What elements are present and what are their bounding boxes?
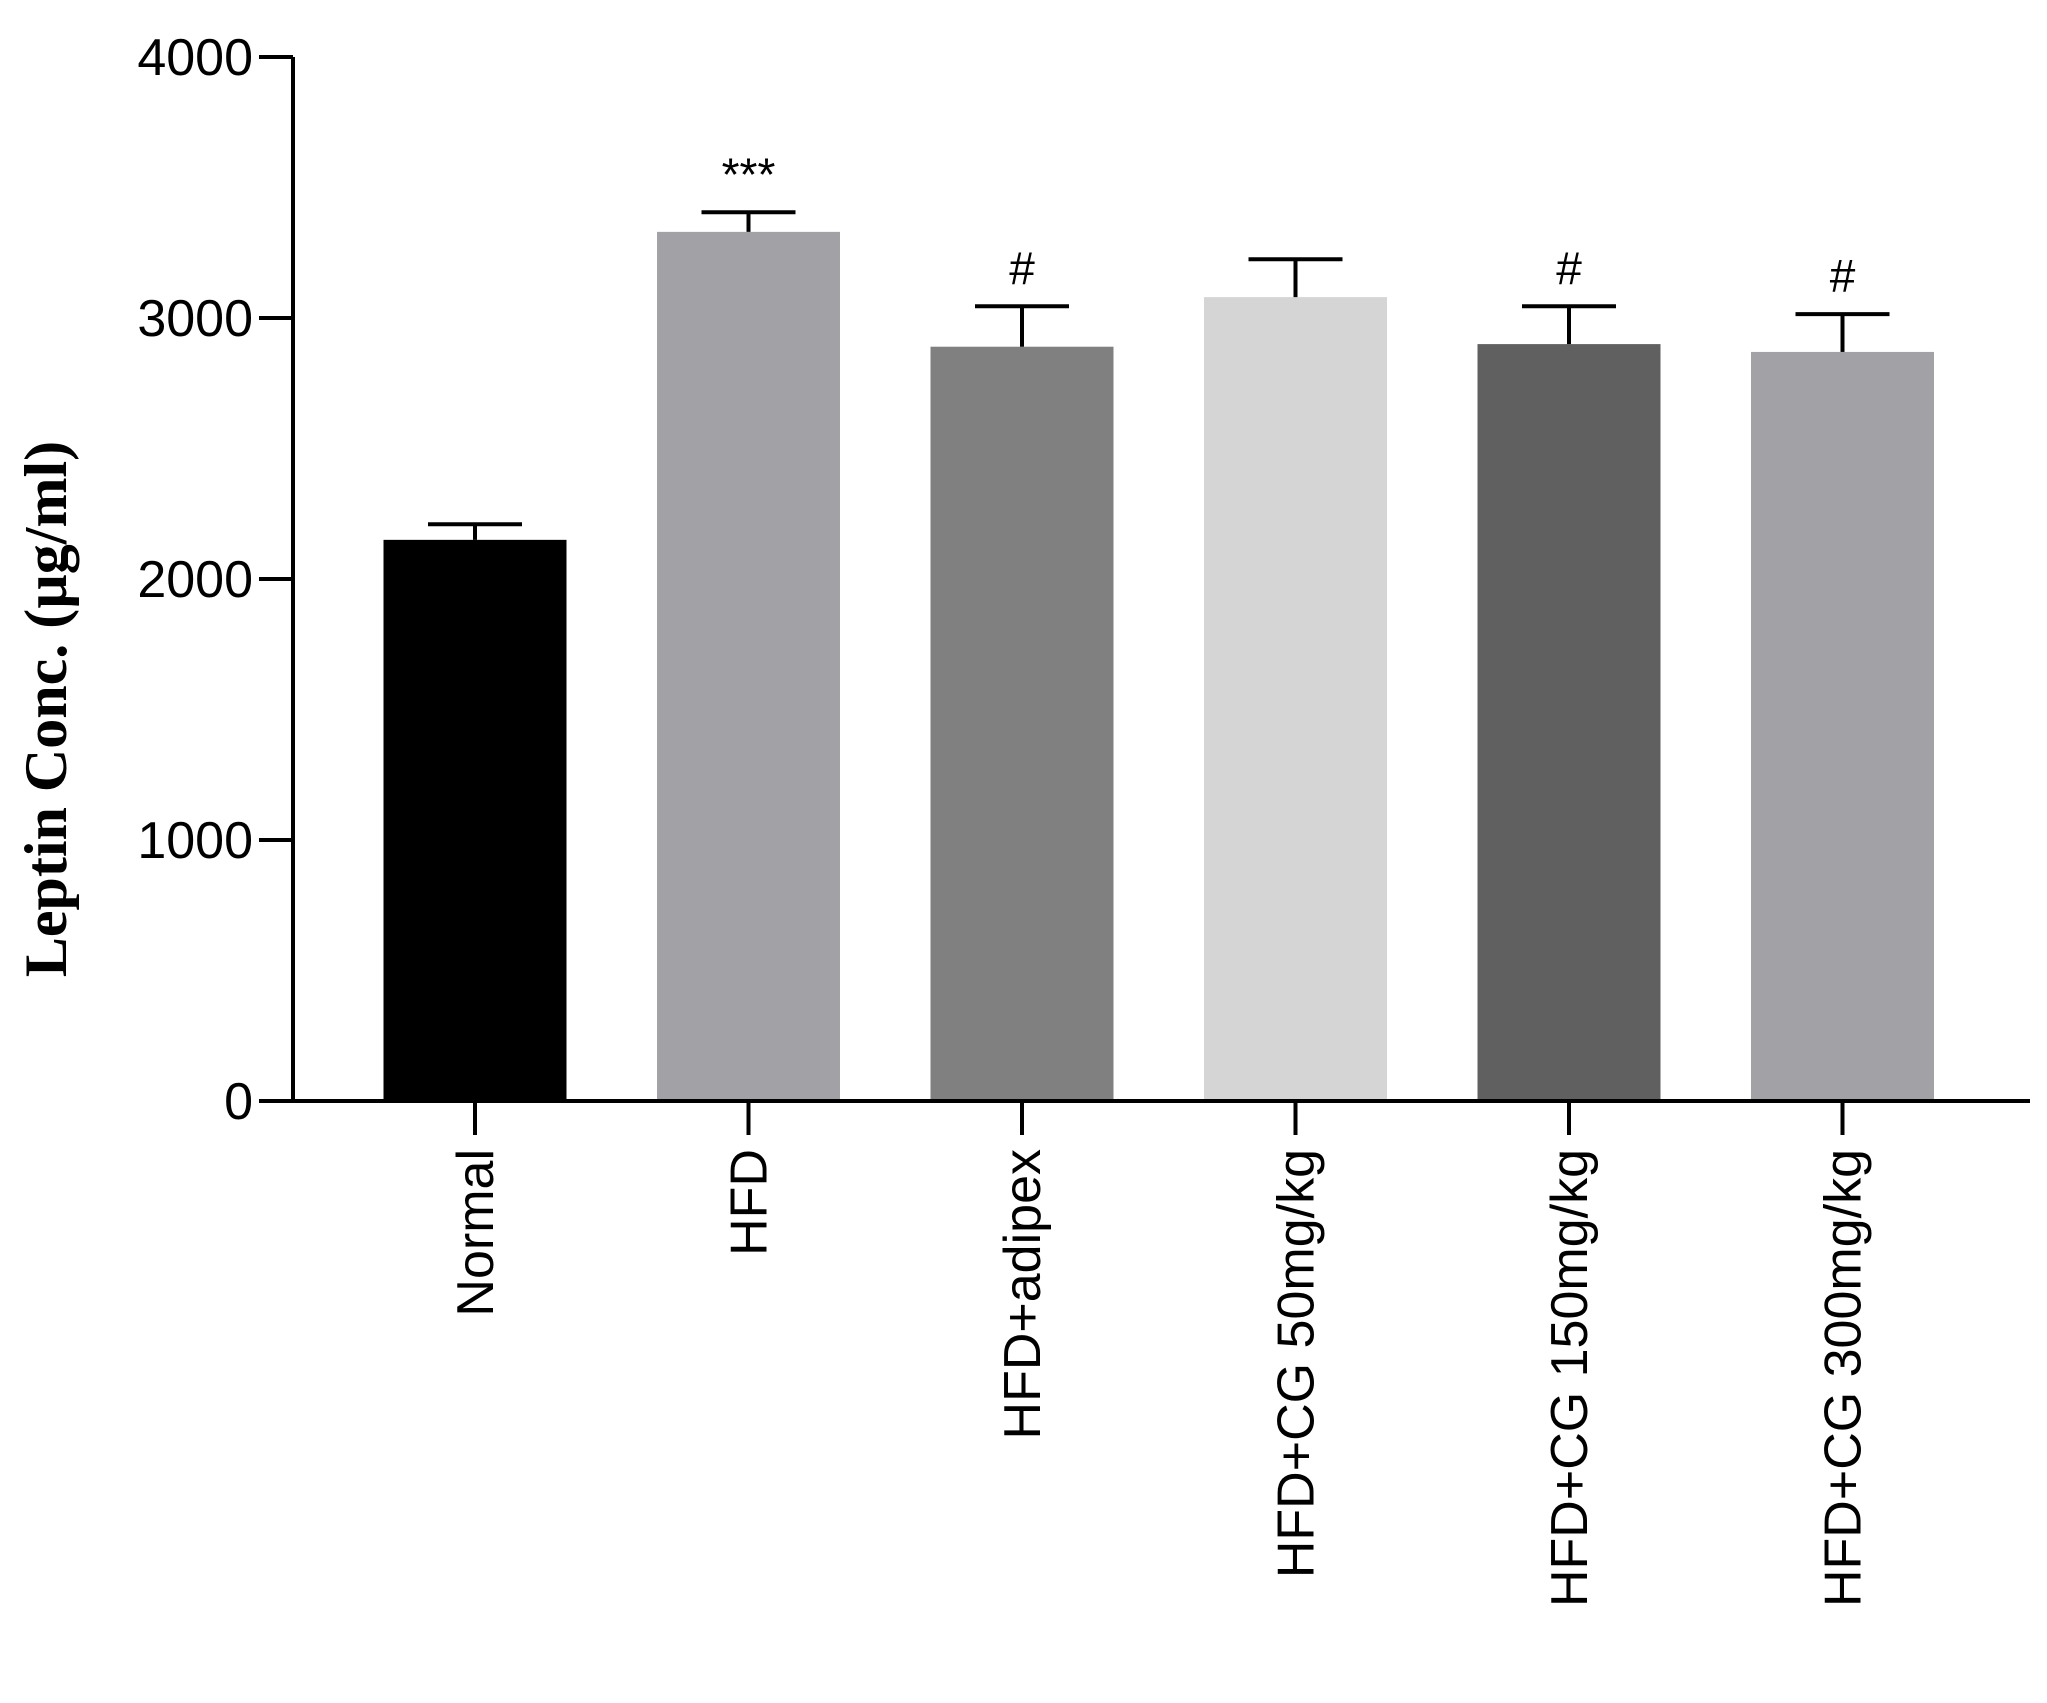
significance-annotations: *** # # #	[722, 148, 1856, 302]
y-tick-label: 4000	[137, 29, 253, 87]
bar	[383, 539, 567, 1101]
significance-label: ***	[722, 148, 776, 200]
significance-label: #	[1830, 250, 1856, 302]
x-category-label: HFD+CG 150mg/kg	[1541, 1149, 1599, 1607]
y-axis-ticks: 0 1000 2000 3000 4000	[137, 29, 293, 1131]
x-category-label: HFD+CG 300mg/kg	[1815, 1149, 1873, 1607]
x-category-label: HFD+adipex	[994, 1149, 1052, 1439]
y-tick-label: 0	[224, 1073, 253, 1131]
bars	[383, 231, 1934, 1102]
x-category-label: Normal	[447, 1149, 505, 1317]
x-axis-ticks: Normal HFD HFD+adipex HFD+CG 50mg/kg HFD+CG …	[447, 1101, 1873, 1607]
y-tick-label: 1000	[137, 812, 253, 870]
y-tick-label: 2000	[137, 551, 253, 609]
x-category-label: HFD+CG 50mg/kg	[1268, 1149, 1326, 1578]
significance-label: #	[1009, 242, 1035, 294]
bar	[930, 346, 1114, 1102]
bar	[1204, 297, 1387, 1101]
y-tick-label: 3000	[137, 290, 253, 348]
bar	[657, 231, 840, 1101]
error-bars	[428, 210, 1890, 540]
x-category-label: HFD	[721, 1149, 779, 1256]
y-axis-label: Leptin Conc. (µg/ml)	[13, 441, 79, 977]
bar	[1477, 344, 1661, 1102]
bar	[1751, 351, 1934, 1101]
significance-label: #	[1556, 242, 1582, 294]
